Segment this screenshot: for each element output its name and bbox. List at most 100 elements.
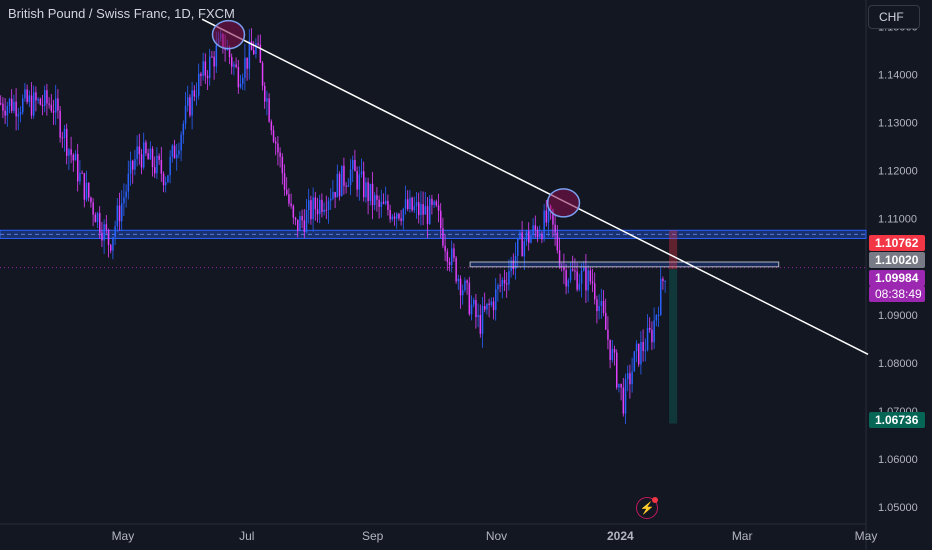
resistance-band (0, 229, 867, 239)
candle-body (426, 206, 429, 225)
candle-body (402, 208, 405, 221)
candle-body (664, 281, 666, 283)
candle-body (332, 192, 334, 199)
candle-body (330, 198, 332, 201)
candle-body (569, 269, 572, 281)
candle-body (33, 92, 35, 116)
candle-body (59, 110, 61, 138)
candle-body (437, 205, 440, 211)
candle-body (198, 73, 200, 96)
candle-body (127, 173, 130, 192)
candle-body (455, 257, 457, 282)
candle-body (283, 173, 286, 190)
candle-body (545, 210, 548, 223)
candle-body (492, 301, 495, 311)
candle-body (244, 57, 246, 78)
candle-body (290, 203, 292, 206)
candle-body (272, 130, 275, 142)
candle-body (640, 341, 642, 365)
x-tick-label: Nov (486, 529, 507, 543)
symbol-title[interactable]: British Pound / Swiss Franc, 1D, FXCM (8, 6, 235, 21)
candle-body (281, 156, 284, 174)
candle-body (556, 232, 559, 251)
candle-body (0, 103, 2, 105)
candle-body (523, 241, 526, 257)
currency-button[interactable]: CHF (868, 5, 920, 29)
candle-body (398, 213, 400, 219)
candle-body (68, 149, 70, 156)
candle-body (336, 173, 339, 198)
candle-body (343, 165, 345, 186)
candle-body (589, 270, 592, 282)
candle-body (215, 45, 218, 67)
candle-body (96, 213, 99, 223)
candle-body (519, 232, 521, 239)
candle-body (314, 197, 317, 210)
candle-body (627, 373, 629, 379)
candle-body (50, 104, 53, 111)
candle-body (585, 267, 587, 291)
candle-body (182, 123, 185, 135)
candle-body (396, 213, 398, 219)
candle-body (411, 197, 413, 211)
candle-body (195, 95, 198, 97)
y-tick-label: 1.09000 (878, 310, 918, 322)
candle-body (558, 250, 561, 266)
candle-body (48, 103, 50, 105)
candle-body (565, 270, 567, 287)
candle-body (363, 171, 365, 198)
candle-body (631, 371, 633, 385)
candle-body (325, 209, 328, 211)
candle-body (37, 98, 39, 101)
candle-body (26, 89, 28, 103)
candle-body (451, 248, 453, 266)
candle-body (41, 104, 44, 106)
candle-body (587, 270, 589, 291)
candle-body (107, 229, 110, 245)
candle-body (413, 206, 416, 211)
candle-body (453, 248, 455, 258)
candle-body (39, 98, 42, 105)
candle-body (321, 199, 323, 212)
candle-body (160, 159, 163, 174)
candle-body (308, 200, 310, 211)
candle-body (257, 43, 259, 45)
candle-body (110, 244, 112, 251)
candle-body (341, 165, 343, 197)
candle-body (129, 160, 132, 174)
candle-body (209, 56, 211, 79)
candle-body (409, 197, 411, 210)
candle-body (327, 200, 330, 211)
candle-body (85, 182, 88, 200)
candle-body (616, 352, 618, 388)
candle-body (510, 260, 512, 272)
candle-body (475, 300, 477, 318)
candle-body (638, 343, 640, 365)
candle-body (171, 145, 174, 157)
candle-body (246, 57, 248, 69)
candle-body (288, 194, 290, 204)
candle-body (347, 185, 350, 187)
candle-body (83, 173, 86, 200)
circled-high-1 (211, 19, 246, 50)
candle-body (279, 152, 281, 157)
candle-body (259, 44, 262, 63)
candle-body (2, 103, 4, 111)
candle-body (114, 226, 116, 238)
candle-body (323, 209, 325, 212)
candle-body (490, 301, 493, 305)
candle-body (147, 153, 149, 160)
candle-body (266, 98, 268, 102)
candle-body (508, 271, 510, 285)
candle-body (275, 141, 277, 144)
candle-body (506, 283, 508, 285)
candle-body (446, 251, 449, 262)
candle-body (651, 329, 653, 343)
candle-body (457, 278, 460, 282)
support-box (469, 261, 780, 268)
candle-body (554, 224, 556, 233)
candle-body (305, 210, 308, 232)
candle-body (613, 349, 616, 353)
candle-body (28, 95, 31, 103)
